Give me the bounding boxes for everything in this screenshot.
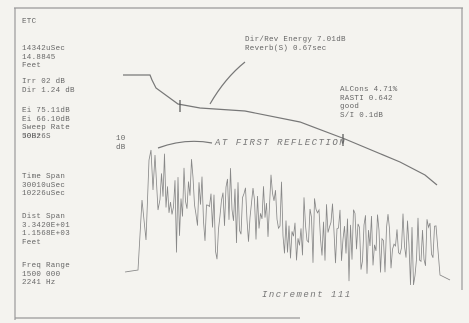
- text-line: S/I 0.1dB: [340, 112, 398, 121]
- text-line: Irr 02 dB: [22, 78, 75, 87]
- text-line: 2241 Hz: [22, 279, 70, 288]
- text-line: 1500 000: [22, 271, 70, 280]
- text-line: Sweep Rate: [22, 124, 70, 133]
- waveform: [125, 150, 450, 285]
- text-line: JOB26: [22, 133, 46, 142]
- text-line: 14.8845: [22, 54, 65, 63]
- arrow: [158, 141, 212, 148]
- text-line: 14342uSec: [22, 45, 65, 54]
- text-line: Dist Span: [22, 213, 70, 222]
- text-line: 30010uSec: [22, 182, 65, 191]
- text-line: Feet: [22, 239, 70, 248]
- annotation: AT FIRST REFLECTION: [215, 138, 346, 148]
- text-line: Ei 75.11dB: [22, 107, 70, 116]
- text-line: ALCons 4.71%: [340, 86, 398, 95]
- arrow: [210, 62, 245, 104]
- text-line: Freq Range: [22, 262, 70, 271]
- footer-label: Increment 111: [262, 290, 352, 300]
- screen: ETC14342uSec14.8845FeetIrr 02 dBDir 1.24…: [0, 0, 469, 323]
- frame: [14, 8, 463, 320]
- text-line: 10226uSec: [22, 190, 65, 199]
- text-line: Dir/Rev Energy 7.01dB: [245, 36, 346, 45]
- text-line: Feet: [22, 62, 65, 71]
- text-line: 1.1568E+03: [22, 230, 70, 239]
- text-line: ETC: [22, 18, 36, 27]
- text-line: RASTI 0.642: [340, 95, 398, 104]
- plot: [0, 0, 469, 323]
- text-line: 3.3420E+01: [22, 222, 70, 231]
- text-line: dB: [116, 144, 126, 153]
- text-line: Dir 1.24 dB: [22, 87, 75, 96]
- text-line: Ei 66.10dB: [22, 116, 70, 125]
- text-line: Time Span: [22, 173, 65, 182]
- text-line: 10: [116, 135, 126, 144]
- text-line: Reverb(S) 0.67sec: [245, 45, 346, 54]
- info-block: ETC: [22, 18, 36, 27]
- text-line: good: [340, 103, 398, 112]
- info-block: JOB26: [22, 133, 46, 142]
